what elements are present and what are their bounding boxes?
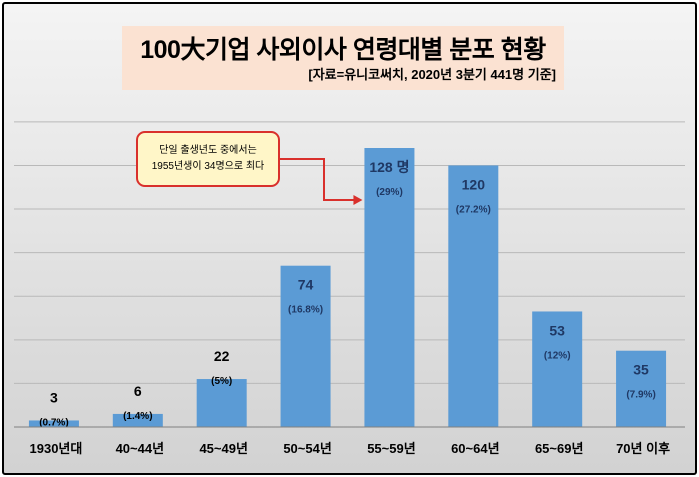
bar-value-label: 120: [462, 176, 486, 192]
bar-value-label: 74: [298, 277, 314, 293]
x-tick-label: 1930년대: [30, 441, 83, 456]
bar: [448, 165, 499, 427]
chart-title: 100大기업 사외이사 연령대별 분포 현황: [140, 36, 546, 64]
x-tick-label: 50~54년: [283, 441, 331, 456]
bar: [532, 311, 583, 427]
bar: [364, 148, 415, 427]
bar-percent-label: (12%): [544, 350, 571, 361]
bar: [280, 265, 331, 427]
annotation-arrowhead: [353, 195, 363, 205]
bar-value-label: 35: [633, 362, 649, 378]
x-tick-label: 55~59년: [367, 441, 415, 456]
x-tick-label: 65~69년: [535, 441, 583, 456]
annotation-line-2: 1955년생이 34명으로 최다: [151, 161, 265, 172]
annotation-arrow: [280, 158, 357, 201]
chart-subtitle: [자료=유니코써치, 2020년 3분기 441명 기준]: [308, 67, 556, 82]
x-tick-label: 40~44년: [116, 441, 164, 456]
bar-value-label: 128 명: [369, 159, 409, 175]
bar-percent-label: (27.2%): [456, 204, 491, 215]
bar-percent-label: (16.8%): [288, 305, 323, 316]
bar-value-label: 3: [50, 389, 58, 405]
annotation-callout: 단일 출생년도 중에서는 1955년생이 34명으로 최다: [136, 131, 280, 187]
bar-percent-label: (5%): [211, 376, 232, 387]
bar-percent-label: (0.7%): [39, 417, 68, 428]
bar-value-label: 53: [549, 322, 565, 338]
title-box: 100大기업 사외이사 연령대별 분포 현황 [자료=유니코써치, 2020년 …: [122, 26, 564, 90]
bar: [112, 413, 163, 427]
bar-percent-label: (1.4%): [123, 411, 152, 422]
x-tick-label: 70년 이후: [616, 441, 670, 456]
bar: [28, 420, 79, 427]
annotation-line-1: 단일 출생년도 중에서는: [159, 145, 257, 156]
x-tick-label: 60~64년: [451, 441, 499, 456]
bar: [196, 379, 247, 427]
bar-value-label: 6: [134, 383, 142, 399]
x-tick-label: 45~49년: [199, 441, 247, 456]
bar-percent-label: (7.9%): [626, 390, 655, 401]
bar-value-label: 22: [214, 348, 230, 364]
bar-percent-label: (29%): [376, 187, 403, 198]
bar: [616, 350, 667, 427]
bar-chart: 3 (0.7%) 1930년대 6 (1.4%) 40~44년 22 (5%) 45~49년 74…: [14, 121, 685, 456]
